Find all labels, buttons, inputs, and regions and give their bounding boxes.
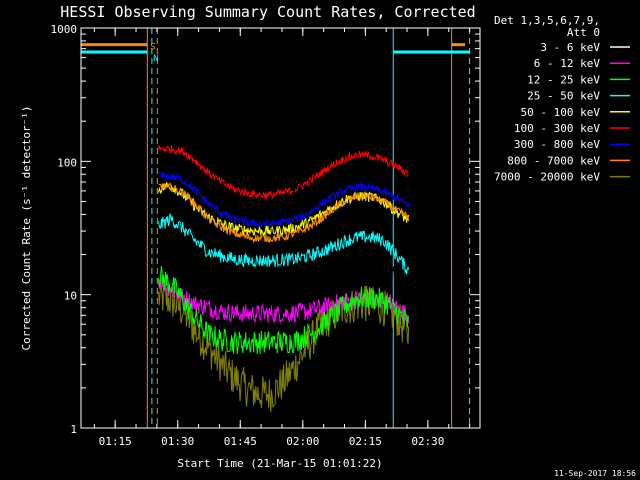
legend-label-1: 6 - 12 keV: [534, 57, 601, 70]
legend-label-4: 50 - 100 keV: [521, 106, 601, 119]
series-line-6: [158, 172, 410, 228]
y-tick-label-1: 10: [64, 290, 77, 303]
legend-label-8: 7000 - 20000 keV: [494, 171, 600, 184]
flag-label-s: S: [150, 43, 155, 53]
plot-frame: [80, 27, 481, 429]
x-tick-label-3: 02:00: [286, 435, 319, 448]
series-line-0: [158, 232, 410, 293]
x-tick-label-2: 01:45: [224, 435, 257, 448]
y-tick-label-3: 1000: [51, 23, 78, 36]
footer-timestamp: 11-Sep-2017 18:56: [554, 469, 636, 478]
legend-header-1: Att 0: [567, 26, 600, 39]
y-tick-label-0: 1: [70, 423, 77, 436]
series-line-3: [158, 213, 410, 275]
y-axis: 1 10 100 1000: [51, 23, 480, 436]
flag-label-n: N: [153, 54, 158, 64]
plot-area: SN: [80, 28, 471, 428]
x-axis-label: Start Time (21-Mar-15 01:01:22): [177, 457, 382, 470]
legend-header-0: Det 1,3,5,6,7,9,: [494, 14, 600, 27]
y-axis-label: Corrected Count Rate (s⁻¹ detector⁻¹): [20, 105, 33, 350]
legend-label-7: 800 - 7000 keV: [507, 154, 600, 167]
legend-label-6: 300 - 800 keV: [514, 138, 600, 151]
y-tick-label-2: 100: [57, 156, 77, 169]
series-line-5: [158, 145, 409, 200]
x-tick-label-0: 01:15: [99, 435, 132, 448]
x-tick-label-5: 02:30: [411, 435, 444, 448]
chart-title: HESSI Observing Summary Count Rates, Cor…: [60, 3, 475, 21]
x-tick-label-4: 02:15: [349, 435, 382, 448]
series-line-2: [158, 266, 410, 355]
legend: Det 1,3,5,6,7,9,Att 0 3 - 6 keV 6 - 12 keV…: [494, 14, 630, 184]
x-tick-label-1: 01:30: [161, 435, 194, 448]
legend-label-3: 25 - 50 keV: [527, 90, 600, 103]
series-line-7: [158, 181, 410, 244]
legend-label-5: 100 - 300 keV: [514, 122, 600, 135]
legend-label-0: 3 - 6 keV: [540, 41, 600, 54]
legend-label-2: 12 - 25 keV: [527, 73, 600, 86]
x-axis: 01:15 01:30 01:45 02:00 02:15 02:30: [93, 28, 471, 448]
